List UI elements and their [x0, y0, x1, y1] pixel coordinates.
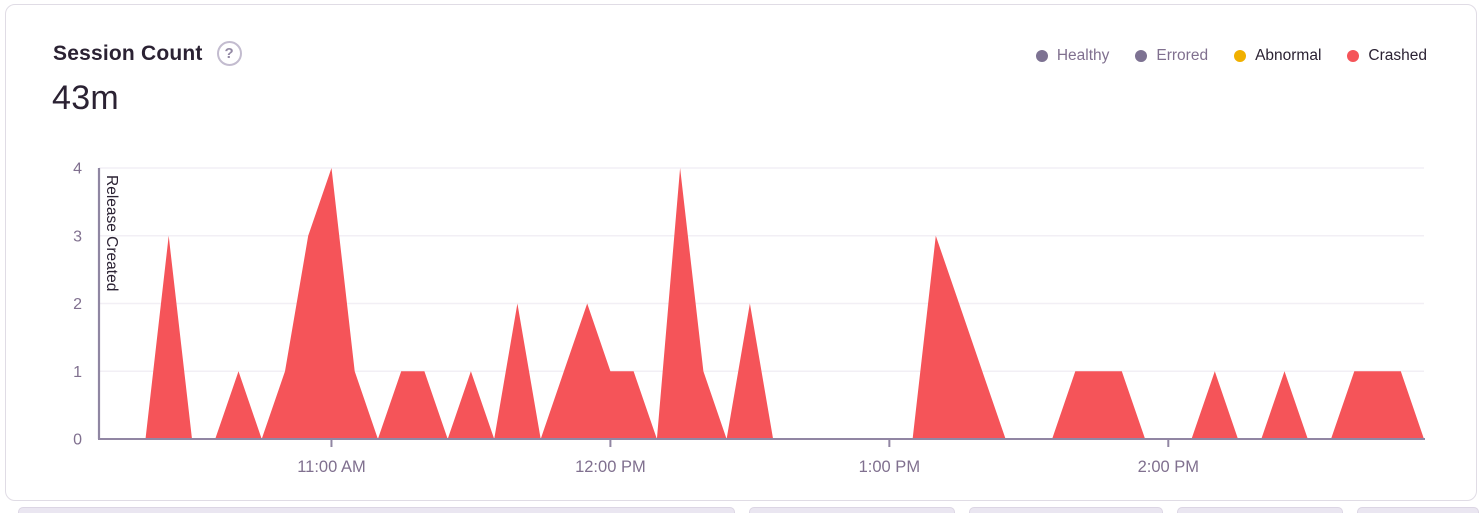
next-card-top-edge — [18, 507, 735, 513]
y-axis-label: 3 — [73, 228, 82, 245]
legend-item-label: Errored — [1156, 47, 1209, 64]
card-header: Session Count ? — [53, 41, 242, 66]
next-card-top-edge — [1357, 507, 1479, 513]
legend-item-label: Crashed — [1368, 47, 1427, 64]
y-axis-label: 4 — [73, 161, 82, 178]
legend-item-label: Abnormal — [1255, 47, 1322, 64]
legend-dot — [1347, 50, 1360, 62]
legend-item-crashed[interactable]: Crashed — [1347, 47, 1427, 65]
chart-legend: Healthy Errored Abnormal Crashed — [1035, 47, 1427, 65]
x-axis-label: 11:00 AM — [297, 458, 366, 476]
y-axis-label: 1 — [73, 364, 82, 381]
legend-item-label: Healthy — [1056, 47, 1110, 64]
next-card-top-edge — [969, 507, 1163, 513]
card-title: Session Count — [53, 41, 203, 65]
session-count-card: Session Count ? 43m Healthy Errored Abnorm… — [5, 4, 1477, 501]
y-axis-label: 2 — [73, 296, 82, 313]
x-axis-label: 2:00 PM — [1138, 458, 1199, 476]
crashed-series-area[interactable] — [99, 168, 1424, 439]
release-marker-label: Release Created — [103, 175, 120, 291]
x-axis-label: 1:00 PM — [859, 458, 920, 476]
legend-dot — [1135, 50, 1148, 62]
x-axis-label: 12:00 PM — [575, 458, 646, 476]
session-count-chart[interactable]: Release Created 11:00 AM 12:00 PM 1:00 PM 2:… — [6, 5, 1484, 518]
help-icon[interactable]: ? — [216, 41, 242, 66]
total-sessions-value: 43m — [52, 79, 120, 117]
next-card-top-edge — [749, 507, 955, 513]
legend-dot — [1035, 50, 1048, 62]
y-axis-label: 0 — [73, 432, 82, 449]
next-card-top-edge — [1177, 507, 1343, 513]
legend-item-errored[interactable]: Errored — [1135, 47, 1208, 65]
legend-item-abnormal[interactable]: Abnormal — [1234, 47, 1321, 65]
legend-item-healthy[interactable]: Healthy — [1035, 47, 1110, 65]
legend-dot — [1234, 50, 1247, 62]
